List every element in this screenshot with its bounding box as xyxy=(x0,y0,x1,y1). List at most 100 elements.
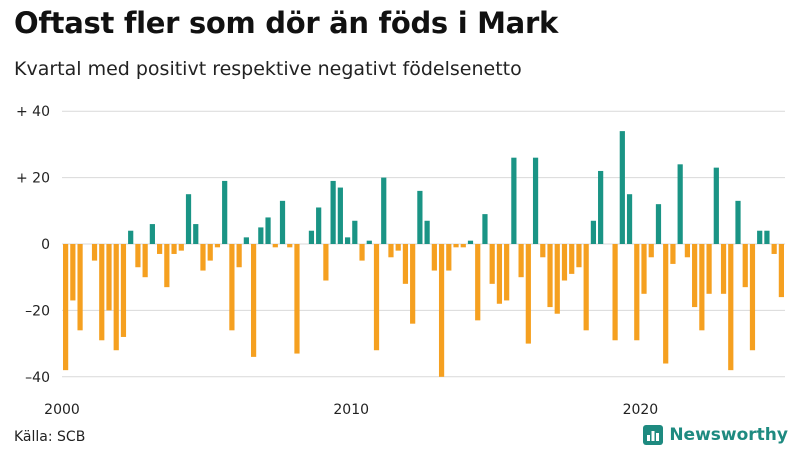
bar-negative xyxy=(576,244,582,268)
bar-negative xyxy=(699,244,705,331)
bar-negative xyxy=(99,244,105,341)
bar-positive xyxy=(258,227,264,244)
bar-negative xyxy=(663,244,669,364)
bar-positive xyxy=(279,200,286,244)
bar-positive xyxy=(128,230,134,244)
bar-negative xyxy=(554,244,560,314)
bar-negative xyxy=(742,244,748,288)
bar-negative xyxy=(207,244,213,261)
y-tick-label: –40 xyxy=(25,370,50,386)
bar-negative xyxy=(728,244,734,371)
bar-positive xyxy=(764,230,770,244)
y-tick-label: –20 xyxy=(25,303,50,319)
bar-negative xyxy=(214,244,221,248)
bar-negative xyxy=(525,244,531,344)
bar-negative xyxy=(70,244,76,301)
bar-positive xyxy=(511,157,517,244)
bar-positive xyxy=(243,237,249,244)
bar-positive xyxy=(467,240,474,244)
bar-positive xyxy=(590,220,597,244)
bar-negative xyxy=(178,244,184,251)
bar-positive xyxy=(193,224,199,244)
bar-negative xyxy=(475,244,481,321)
bar-positive xyxy=(598,170,604,244)
bar-negative xyxy=(388,244,394,258)
bar-positive xyxy=(316,207,322,244)
bar-negative xyxy=(489,244,495,284)
bar-positive xyxy=(626,194,633,244)
bar-negative xyxy=(583,244,589,331)
bar-negative xyxy=(706,244,712,294)
bar-negative xyxy=(294,244,300,354)
bar-chart-icon xyxy=(643,425,664,445)
bars-layer xyxy=(63,131,784,377)
bar-negative xyxy=(438,244,445,377)
bar-negative xyxy=(113,244,119,351)
bar-negative xyxy=(135,244,141,268)
bar-positive xyxy=(619,131,625,244)
bar-positive xyxy=(655,204,662,244)
bar-negative xyxy=(540,244,546,258)
bar-negative xyxy=(547,244,553,308)
bar-negative xyxy=(634,244,640,341)
bar-negative xyxy=(569,244,575,274)
y-tick-label: 0 xyxy=(41,237,50,253)
bar-negative xyxy=(359,244,365,261)
bar-negative xyxy=(250,244,257,357)
bar-positive xyxy=(222,180,228,244)
chart-subtitle: Kvartal med positivt respektive negativt… xyxy=(14,58,522,80)
grid-layer xyxy=(62,110,785,378)
bar-positive xyxy=(265,217,271,244)
brand-logo: Newsworthy xyxy=(643,425,788,445)
bar-negative xyxy=(670,244,676,264)
bar-negative xyxy=(771,244,777,254)
bar-positive xyxy=(185,194,192,244)
bar-negative xyxy=(518,244,524,278)
bar-negative xyxy=(496,244,503,304)
bar-negative xyxy=(395,244,401,251)
brand-name: Newsworthy xyxy=(669,425,788,445)
bar-negative xyxy=(120,244,127,337)
bar-positive xyxy=(344,237,351,244)
y-tick-label: + 20 xyxy=(16,171,50,187)
bar-positive xyxy=(735,200,741,244)
bar-negative xyxy=(236,244,242,268)
bar-positive xyxy=(532,157,539,244)
x-tick-label: 2020 xyxy=(623,402,659,418)
bar-negative xyxy=(63,244,69,371)
bar-positive xyxy=(366,240,372,244)
bar-negative xyxy=(431,244,437,271)
bar-positive xyxy=(417,190,423,244)
bar-negative xyxy=(200,244,206,271)
ticks-layer: + 40 + 20 0 –20 –40 2000 2010 2020 xyxy=(16,104,658,418)
bar-positive xyxy=(482,214,488,244)
bar-negative xyxy=(164,244,170,288)
bar-negative xyxy=(612,244,618,341)
bar-positive xyxy=(149,224,155,244)
bar-negative xyxy=(778,244,784,298)
x-tick-label: 2010 xyxy=(333,402,369,418)
bar-positive xyxy=(424,220,430,244)
bar-negative xyxy=(171,244,177,254)
bar-negative xyxy=(373,244,380,351)
bar-negative xyxy=(272,244,278,248)
bar-negative xyxy=(157,244,163,254)
bar-negative xyxy=(453,244,459,248)
x-tick-label: 2000 xyxy=(44,402,80,418)
chart-title: Oftast fler som dör än föds i Mark xyxy=(14,6,558,40)
bar-negative xyxy=(91,244,98,261)
bar-negative xyxy=(460,244,466,248)
bar-negative xyxy=(504,244,510,301)
bar-negative xyxy=(77,244,83,331)
bar-positive xyxy=(381,177,387,244)
bar-negative xyxy=(410,244,416,324)
bar-negative xyxy=(648,244,654,258)
bar-negative xyxy=(446,244,452,271)
bar-negative xyxy=(229,244,235,331)
bar-negative xyxy=(692,244,698,308)
bar-negative xyxy=(684,244,690,258)
bar-negative xyxy=(402,244,409,284)
y-tick-label: + 40 xyxy=(16,104,50,120)
bar-negative xyxy=(142,244,148,278)
bar-negative xyxy=(749,244,756,351)
